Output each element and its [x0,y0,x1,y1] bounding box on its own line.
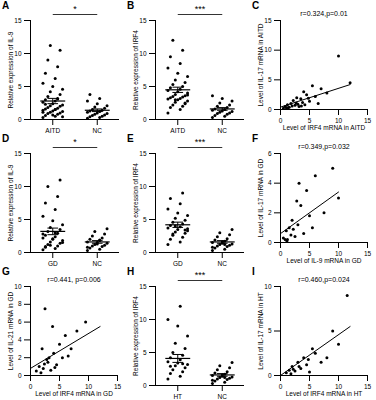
svg-text:Level of IL-17 mRNA in AITD: Level of IL-17 mRNA in AITD [257,23,264,106]
svg-text:10: 10 [334,250,343,258]
svg-text:0: 0 [18,116,22,123]
svg-text:5: 5 [143,349,147,356]
svg-text:15: 15 [364,250,372,257]
svg-text:5: 5 [18,216,22,223]
svg-text:5: 5 [143,83,147,90]
svg-text:Level of IL-17 mRNA in GD: Level of IL-17 mRNA in GD [257,159,264,238]
svg-text:10: 10 [84,383,93,391]
svg-text:10: 10 [139,316,147,323]
svg-text:10: 10 [14,183,22,190]
svg-text:HT: HT [173,393,182,399]
svg-text:r=0.460,p=0.024: r=0.460,p=0.024 [298,276,349,284]
html-text:E: E [127,133,134,144]
svg-text:*: * [73,137,77,147]
svg-text:0: 0 [279,250,283,257]
svg-text:0: 0 [278,117,283,125]
html-text:C: C [252,0,260,11]
svg-text:0: 0 [279,383,283,390]
svg-text:5: 5 [268,76,272,83]
svg-text:10: 10 [139,50,147,57]
svg-text:Relative expression of IL-9: Relative expression of IL-9 [7,164,15,241]
svg-text:5: 5 [143,216,147,223]
svg-text:0: 0 [268,372,272,379]
svg-text:15: 15 [114,383,122,390]
svg-text:10: 10 [264,46,272,53]
svg-text:0: 0 [143,116,147,123]
svg-text:4: 4 [18,336,22,343]
svg-text:15: 15 [364,383,372,390]
svg-text:***: *** [195,270,206,280]
svg-text:10: 10 [14,50,22,57]
svg-text:*: * [73,4,77,14]
html-text:A: A [2,0,10,11]
svg-text:0: 0 [268,106,272,113]
svg-text:15: 15 [14,150,22,157]
svg-text:Level of IRF4 mRNA in GD: Level of IRF4 mRNA in GD [35,390,113,397]
svg-text:Level of IL-21 mRNA in GD: Level of IL-21 mRNA in GD [7,292,14,371]
svg-text:6: 6 [268,150,272,157]
html-text:I: I [252,266,255,277]
svg-text:5: 5 [307,250,312,258]
svg-text:0: 0 [143,382,147,389]
svg-text:Relative expression of IRF4: Relative expression of IRF4 [132,30,140,110]
svg-text:2: 2 [18,354,22,361]
svg-text:Relative expression of IL-9: Relative expression of IL-9 [7,31,15,108]
svg-text:5: 5 [307,383,312,391]
svg-text:15: 15 [14,17,22,24]
svg-text:10: 10 [14,283,22,290]
svg-text:2: 2 [268,209,272,216]
html-text:F: F [252,133,259,144]
svg-text:Level of IRF4 mRNA in AITD: Level of IRF4 mRNA in AITD [283,124,366,131]
svg-text:r=0.441, p=0.006: r=0.441, p=0.006 [47,276,100,284]
svg-text:6: 6 [18,318,22,325]
svg-text:Level of IL-17 mRNA in HT: Level of IL-17 mRNA in HT [257,292,264,369]
svg-text:15: 15 [139,17,147,24]
svg-text:***: *** [195,4,206,14]
svg-text:0: 0 [18,372,22,379]
svg-text:5: 5 [57,383,62,391]
svg-text:5: 5 [18,83,22,90]
html-text:G: G [2,266,10,277]
html-text:B: B [127,0,135,11]
svg-text:15: 15 [264,17,272,24]
html-text:D: D [2,133,10,144]
html-text:H: H [127,266,135,277]
svg-text:10: 10 [334,117,343,125]
svg-text:0: 0 [18,249,22,256]
svg-text:10: 10 [264,283,272,290]
svg-text:5: 5 [307,117,312,125]
svg-text:Relative expression of IRF4: Relative expression of IRF4 [132,296,140,376]
svg-text:0: 0 [143,249,147,256]
svg-text:15: 15 [139,283,147,290]
svg-text:10: 10 [334,383,343,391]
svg-text:Level of IL-9 mRNA in GD: Level of IL-9 mRNA in GD [287,257,362,264]
svg-text:15: 15 [363,117,372,125]
svg-text:4: 4 [268,179,272,186]
svg-text:15: 15 [139,150,147,157]
svg-text:***: *** [195,137,206,147]
svg-text:8: 8 [18,300,22,307]
svg-text:10: 10 [139,183,147,190]
svg-text:5: 5 [268,327,272,334]
svg-text:Relative expression of IRF4: Relative expression of IRF4 [132,163,140,243]
svg-text:0: 0 [29,383,33,390]
svg-text:NC: NC [218,393,228,399]
svg-text:Level of IRF4 mRNA in HT: Level of IRF4 mRNA in HT [286,390,363,397]
svg-text:r=0.349,p=0.032: r=0.349,p=0.032 [298,143,349,151]
svg-text:0: 0 [268,239,272,246]
svg-text:r=0.324,p=0.01: r=0.324,p=0.01 [300,10,348,18]
